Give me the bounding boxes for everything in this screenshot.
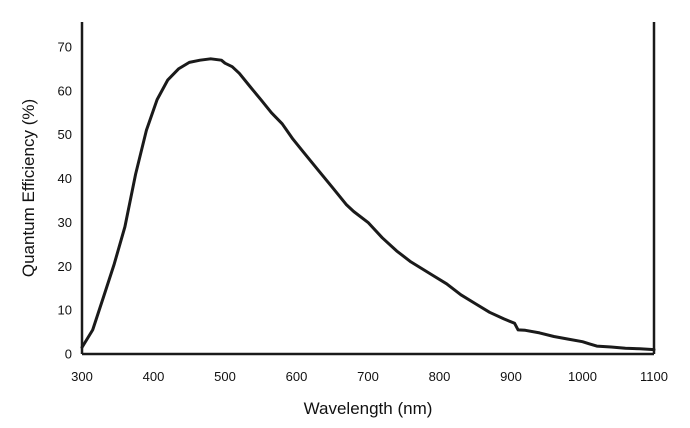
- x-tick-label: 900: [500, 369, 522, 384]
- y-axis-title: Quantum Efficiency (%): [19, 99, 38, 277]
- y-tick-label: 50: [58, 127, 72, 142]
- y-tick-label: 60: [58, 83, 72, 98]
- axes-frame: [80, 22, 656, 356]
- y-tick-label: 70: [58, 40, 72, 55]
- y-tick-label: 40: [58, 171, 72, 186]
- y-tick-label: 0: [65, 347, 72, 362]
- x-tick-label: 600: [286, 369, 308, 384]
- y-tick-label: 20: [58, 259, 72, 274]
- x-axis-title: Wavelength (nm): [304, 399, 433, 418]
- x-tick-label: 700: [357, 369, 379, 384]
- x-tick-label: 400: [143, 369, 165, 384]
- x-tick-label: 1000: [568, 369, 597, 384]
- x-tick-label: 300: [71, 369, 93, 384]
- x-tick-label: 800: [429, 369, 451, 384]
- x-tick-labels: 300 400 500 600 700 800 900 1000 1100: [71, 369, 668, 384]
- x-tick-label: 500: [214, 369, 236, 384]
- y-tick-label: 30: [58, 215, 72, 230]
- quantum-efficiency-curve: [80, 57, 656, 352]
- x-tick-label: 1100: [640, 369, 668, 384]
- y-tick-label: 10: [58, 303, 72, 318]
- y-tick-labels: 0 10 20 30 40 50 60 70: [58, 40, 72, 362]
